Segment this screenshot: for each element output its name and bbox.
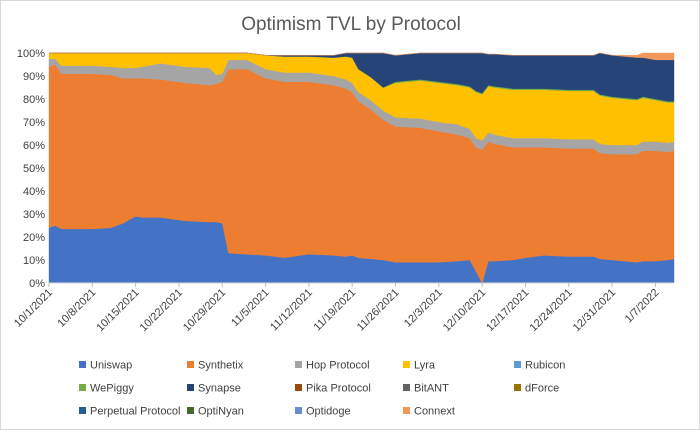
area-series-group xyxy=(48,52,675,284)
y-tick-label: 0% xyxy=(29,278,45,290)
x-tick-label: 11/5/2021 xyxy=(229,287,272,330)
y-tick-label: 60% xyxy=(23,140,45,152)
legend-swatch xyxy=(403,384,410,391)
legend-swatch xyxy=(79,407,86,414)
legend-label: Pika Protocol xyxy=(306,383,371,395)
legend-swatch xyxy=(403,407,410,414)
legend-swatch xyxy=(79,361,86,368)
x-tick-label: 10/29/2021 xyxy=(181,287,228,334)
legend-swatch xyxy=(187,361,194,368)
y-tick-label: 10% xyxy=(23,255,45,267)
y-tick-label: 30% xyxy=(23,209,45,221)
y-tick-label: 70% xyxy=(23,117,45,129)
legend-label: BitANT xyxy=(414,383,449,395)
chart-title: Optimism TVL by Protocol xyxy=(241,14,461,35)
legend-label: WePiggy xyxy=(90,383,134,395)
legend-swatch xyxy=(295,361,302,368)
x-tick-label: 12/17/2021 xyxy=(484,287,531,334)
x-tick-label: 11/12/2021 xyxy=(268,287,315,334)
legend-label: dForce xyxy=(525,383,559,395)
legend-label: Synthetix xyxy=(198,360,244,372)
x-tick-label: 10/8/2021 xyxy=(55,287,98,330)
legend-label: Perpetual Protocol xyxy=(90,406,181,418)
legend-label: Lyra xyxy=(414,360,436,372)
x-tick-label: 12/3/2021 xyxy=(402,287,445,330)
x-tick-label: 11/26/2021 xyxy=(355,287,402,334)
legend-label: Synapse xyxy=(198,383,241,395)
x-tick-label: 10/15/2021 xyxy=(94,287,141,334)
x-tick-label: 10/1/2021 xyxy=(12,287,55,330)
y-tick-label: 40% xyxy=(23,186,45,198)
y-tick-label: 100% xyxy=(17,48,45,60)
y-tick-label: 50% xyxy=(23,163,45,175)
y-tick-label: 80% xyxy=(23,94,45,106)
legend-label: Rubicon xyxy=(525,360,565,372)
y-tick-label: 90% xyxy=(23,71,45,83)
legend-label: Hop Protocol xyxy=(306,360,370,372)
legend-swatch xyxy=(79,384,86,391)
x-tick-label: 12/24/2021 xyxy=(528,287,575,334)
legend-swatch xyxy=(295,384,302,391)
legend-swatch xyxy=(295,407,302,414)
legend-label: OptiNyan xyxy=(198,406,244,418)
x-tick-label: 12/10/2021 xyxy=(441,287,488,334)
x-tick-label: 10/22/2021 xyxy=(138,287,185,334)
legend-label: Optidoge xyxy=(306,406,351,418)
legend-label: Connext xyxy=(414,406,455,418)
legend-swatch xyxy=(403,361,410,368)
x-tick-label: 12/31/2021 xyxy=(571,287,618,334)
legend-swatch xyxy=(187,407,194,414)
y-tick-label: 20% xyxy=(23,232,45,244)
x-tick-label: 1/7/2022 xyxy=(623,287,662,326)
legend-swatch xyxy=(187,384,194,391)
area-connext xyxy=(49,52,675,61)
x-tick-label: 11/19/2021 xyxy=(311,287,358,334)
legend: Uniswap Synthetix Hop Protocol Lyra Rubicon W… xyxy=(79,360,565,418)
legend-swatch xyxy=(514,384,521,391)
legend-label: Uniswap xyxy=(90,360,132,372)
legend-swatch xyxy=(514,361,521,368)
